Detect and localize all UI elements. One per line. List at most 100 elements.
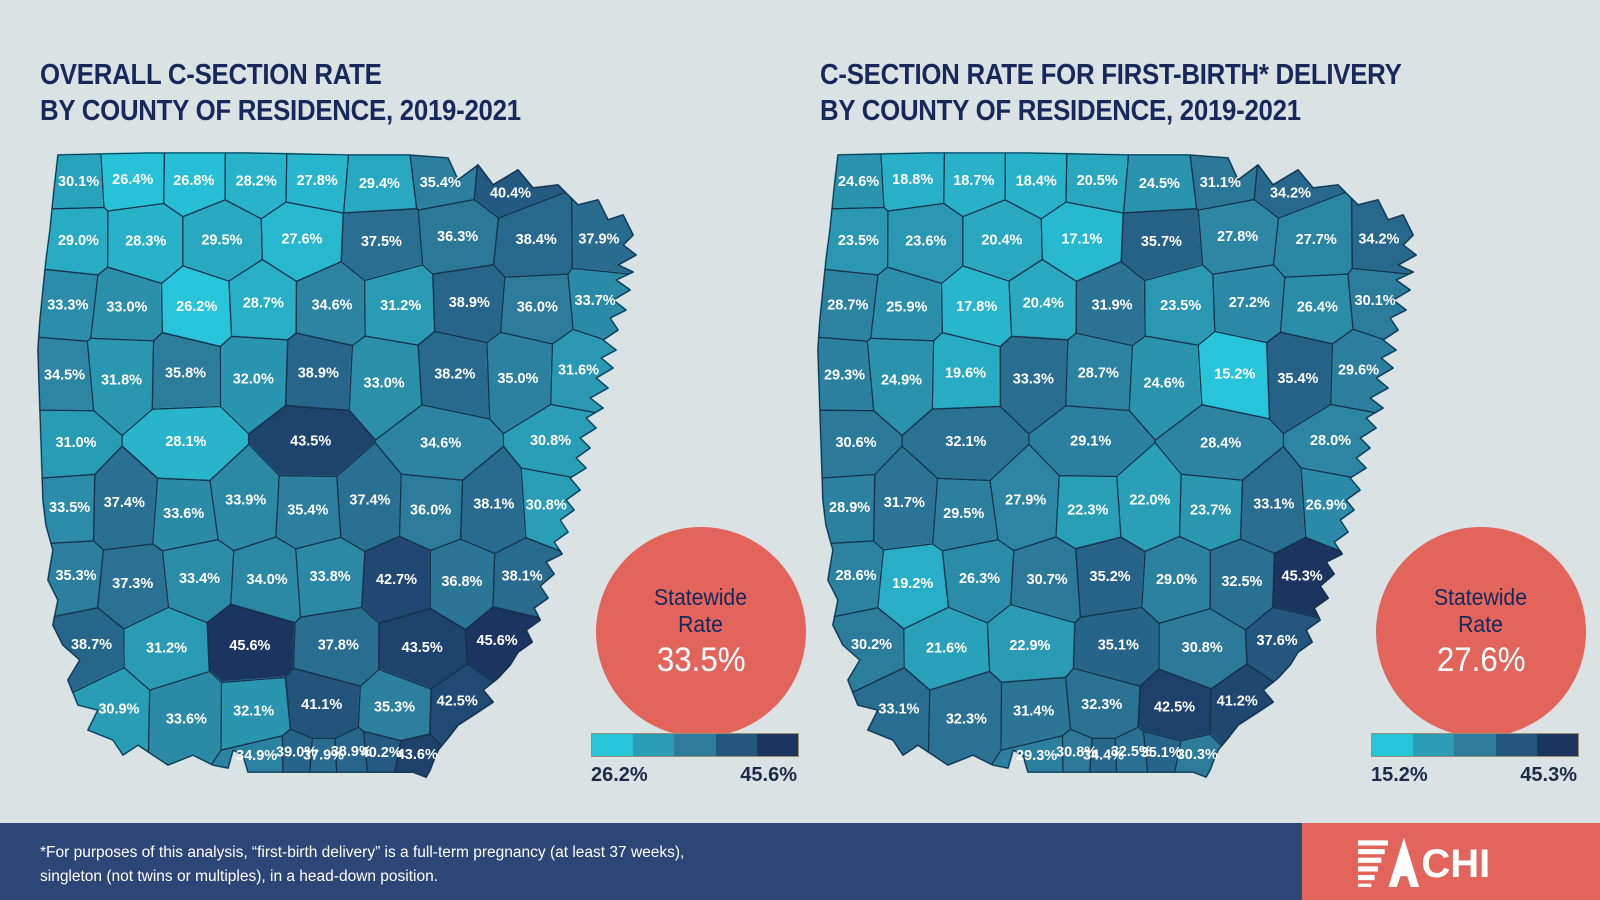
svg-text:33.8%: 33.8% [310,569,351,585]
svg-text:35.2%: 35.2% [1090,569,1131,585]
svg-text:30.7%: 30.7% [1027,572,1068,588]
svg-text:38.9%: 38.9% [298,365,339,381]
svg-text:36.0%: 36.0% [410,503,451,519]
svg-text:15.2%: 15.2% [1214,367,1255,383]
svg-text:45.6%: 45.6% [229,638,270,654]
svg-text:31.8%: 31.8% [101,373,142,389]
svg-text:43.5%: 43.5% [402,640,443,656]
svg-text:26.4%: 26.4% [1297,300,1338,316]
svg-text:23.7%: 23.7% [1190,503,1231,519]
svg-text:29.6%: 29.6% [1338,363,1379,379]
svg-text:30.2%: 30.2% [851,637,892,653]
svg-text:29.3%: 29.3% [824,367,865,383]
svg-text:CHI: CHI [1421,841,1490,885]
svg-text:42.5%: 42.5% [1154,699,1195,715]
svg-text:33.4%: 33.4% [179,571,220,587]
svg-text:27.2%: 27.2% [1229,295,1270,311]
svg-text:37.6%: 37.6% [1257,633,1298,649]
svg-text:29.4%: 29.4% [359,176,400,192]
svg-text:28.9%: 28.9% [829,500,870,516]
svg-text:24.6%: 24.6% [838,174,879,190]
svg-text:23.6%: 23.6% [905,234,946,250]
svg-text:35.4%: 35.4% [287,502,328,518]
svg-text:33.0%: 33.0% [364,376,405,392]
svg-text:33.5%: 33.5% [49,500,90,516]
svg-text:38.7%: 38.7% [71,637,112,653]
svg-text:35.8%: 35.8% [165,366,206,382]
svg-text:18.7%: 18.7% [953,173,994,189]
svg-text:34.2%: 34.2% [1270,186,1311,202]
svg-text:34.6%: 34.6% [311,297,352,313]
svg-text:19.6%: 19.6% [945,366,986,382]
svg-text:31.2%: 31.2% [380,298,421,314]
svg-text:38.1%: 38.1% [473,496,514,512]
svg-text:20.5%: 20.5% [1077,173,1118,189]
svg-text:31.6%: 31.6% [558,363,599,379]
svg-text:27.9%: 27.9% [1005,493,1046,509]
svg-text:40.2%: 40.2% [361,745,402,761]
svg-text:35.3%: 35.3% [374,699,415,715]
svg-text:18.8%: 18.8% [892,172,933,188]
svg-text:33.3%: 33.3% [47,298,88,314]
svg-text:32.0%: 32.0% [233,372,274,388]
svg-text:38.2%: 38.2% [434,367,475,383]
svg-text:35.1%: 35.1% [1098,638,1139,654]
svg-text:29.0%: 29.0% [1156,572,1197,588]
svg-text:28.0%: 28.0% [1310,433,1351,449]
svg-text:28.2%: 28.2% [236,174,277,190]
svg-text:32.5%: 32.5% [1221,574,1262,590]
svg-text:28.7%: 28.7% [827,298,868,314]
svg-text:30.9%: 30.9% [98,701,139,717]
svg-text:35.1%: 35.1% [1141,745,1182,761]
svg-text:18.4%: 18.4% [1016,174,1057,190]
svg-text:30.8%: 30.8% [1182,640,1223,656]
svg-text:33.6%: 33.6% [163,506,204,522]
svg-text:34.6%: 34.6% [420,435,461,451]
svg-text:45.6%: 45.6% [477,633,518,649]
svg-text:32.1%: 32.1% [233,704,274,720]
svg-text:27.8%: 27.8% [297,173,338,189]
svg-text:33.9%: 33.9% [225,493,266,509]
svg-text:30.1%: 30.1% [58,174,99,190]
svg-text:34.9%: 34.9% [236,748,277,764]
svg-text:38.9%: 38.9% [449,295,490,311]
svg-text:33.1%: 33.1% [878,701,919,717]
svg-text:31.1%: 31.1% [1200,175,1241,191]
svg-text:32.1%: 32.1% [945,434,986,450]
svg-text:26.3%: 26.3% [959,571,1000,587]
svg-text:36.8%: 36.8% [441,574,482,590]
svg-text:33.3%: 33.3% [1013,372,1054,388]
svg-text:20.4%: 20.4% [1023,296,1064,312]
svg-text:31.4%: 31.4% [1013,704,1054,720]
svg-text:29.3%: 29.3% [1016,748,1057,764]
svg-text:26.8%: 26.8% [173,173,214,189]
svg-text:34.2%: 34.2% [1358,232,1399,248]
svg-text:27.7%: 27.7% [1296,232,1337,248]
svg-text:35.3%: 35.3% [55,568,96,584]
svg-text:30.8%: 30.8% [526,497,567,513]
svg-text:36.0%: 36.0% [517,300,558,316]
svg-text:37.8%: 37.8% [318,638,359,654]
svg-text:42.5%: 42.5% [437,693,478,709]
svg-text:29.0%: 29.0% [58,233,99,249]
svg-text:28.7%: 28.7% [243,296,284,312]
svg-text:37.4%: 37.4% [104,495,145,511]
svg-text:22.0%: 22.0% [1129,492,1170,508]
svg-text:17.8%: 17.8% [956,299,997,315]
svg-text:34.5%: 34.5% [44,367,85,383]
svg-text:24.5%: 24.5% [1139,176,1180,192]
svg-text:30.1%: 30.1% [1355,293,1396,309]
svg-text:26.9%: 26.9% [1306,497,1347,513]
svg-text:45.3%: 45.3% [1282,568,1323,584]
svg-text:28.3%: 28.3% [125,234,166,250]
svg-text:28.1%: 28.1% [165,434,206,450]
svg-text:37.5%: 37.5% [361,234,402,250]
svg-text:42.7%: 42.7% [376,572,417,588]
svg-text:43.6%: 43.6% [397,747,438,763]
svg-text:31.7%: 31.7% [884,495,925,511]
svg-text:37.3%: 37.3% [112,576,153,592]
svg-text:41.1%: 41.1% [301,697,342,713]
svg-text:32.3%: 32.3% [946,712,987,728]
svg-text:21.6%: 21.6% [926,641,967,657]
svg-text:22.3%: 22.3% [1067,502,1108,518]
